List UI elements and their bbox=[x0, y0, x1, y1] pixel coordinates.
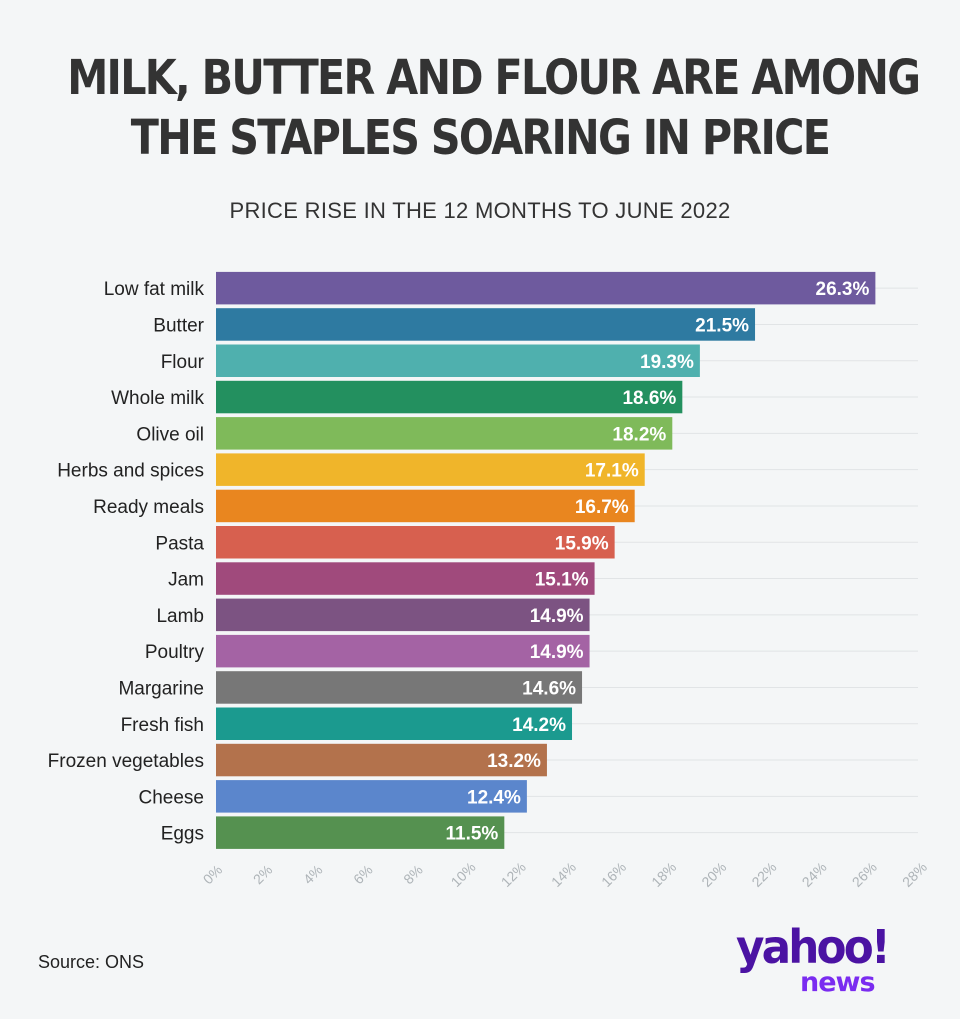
yahoo-wordmark: yahoo! bbox=[736, 920, 891, 974]
x-tick-label: 6% bbox=[350, 862, 376, 888]
x-tick-label: 20% bbox=[698, 859, 729, 890]
data-label: 26.3% bbox=[816, 279, 870, 300]
data-label: 11.5% bbox=[445, 824, 498, 845]
bar bbox=[216, 271, 876, 305]
x-tick-label: 22% bbox=[748, 859, 779, 890]
data-label: 18.2% bbox=[612, 424, 666, 445]
category-label: Pasta bbox=[155, 533, 204, 554]
category-label: Olive oil bbox=[136, 424, 204, 445]
chart-subtitle: PRICE RISE IN THE 12 MONTHS TO JUNE 2022 bbox=[229, 198, 731, 223]
data-label: 15.9% bbox=[555, 533, 609, 554]
x-tick-label: 14% bbox=[548, 859, 579, 890]
x-tick-label: 16% bbox=[598, 859, 629, 890]
data-label: 15.1% bbox=[535, 570, 589, 591]
x-tick-label: 18% bbox=[648, 859, 679, 890]
yahoo-news-logo: yahoo! news bbox=[736, 924, 926, 1004]
category-label: Herbs and spices bbox=[57, 461, 204, 482]
bar bbox=[216, 743, 547, 777]
bar bbox=[216, 562, 595, 595]
bar bbox=[216, 634, 590, 668]
data-label: 14.9% bbox=[530, 642, 584, 663]
x-tick-label: 4% bbox=[300, 862, 326, 888]
data-label: 14.2% bbox=[512, 715, 566, 736]
bar bbox=[216, 526, 615, 559]
data-label: 21.5% bbox=[695, 315, 749, 336]
category-label: Butter bbox=[153, 315, 204, 336]
category-label: Poultry bbox=[145, 642, 205, 663]
category-label: Low fat milk bbox=[104, 279, 205, 300]
data-label: 12.4% bbox=[467, 787, 521, 808]
bar bbox=[216, 380, 683, 414]
category-label: Ready meals bbox=[93, 497, 204, 518]
category-label: Margarine bbox=[118, 678, 204, 699]
data-label: 18.6% bbox=[622, 388, 676, 409]
x-tick-label: 12% bbox=[498, 859, 529, 890]
chart-title-line-1: MILK, BUTTER AND FLOUR ARE AMONG bbox=[67, 50, 921, 106]
category-label: Whole milk bbox=[111, 388, 204, 409]
category-label: Frozen vegetables bbox=[48, 751, 204, 772]
x-tick-label: 26% bbox=[849, 859, 880, 890]
news-wordmark: news bbox=[800, 967, 876, 998]
bar bbox=[216, 707, 573, 740]
chart-title-line-2: THE STAPLES SOARING IN PRICE bbox=[130, 110, 831, 166]
bar bbox=[216, 489, 635, 523]
x-tick-label: 24% bbox=[799, 859, 830, 890]
data-label: 14.9% bbox=[530, 606, 584, 627]
category-label: Fresh fish bbox=[121, 715, 204, 736]
category-label: Eggs bbox=[161, 824, 204, 845]
chart-title: MILK, BUTTER AND FLOUR ARE AMONG THE STA… bbox=[67, 48, 921, 168]
x-tick-label: 2% bbox=[250, 862, 276, 888]
category-label: Cheese bbox=[139, 787, 205, 808]
data-label: 16.7% bbox=[575, 497, 629, 518]
bar bbox=[216, 816, 505, 849]
data-label: 13.2% bbox=[487, 751, 541, 772]
category-label: Jam bbox=[168, 570, 204, 591]
bar bbox=[216, 671, 583, 704]
bar bbox=[216, 344, 700, 377]
x-tick-label: 0% bbox=[200, 862, 226, 888]
bar bbox=[216, 453, 645, 486]
data-label: 17.1% bbox=[585, 461, 639, 482]
x-tick-label: 8% bbox=[400, 862, 426, 888]
x-tick-label: 28% bbox=[899, 859, 930, 890]
bar bbox=[216, 417, 673, 450]
x-tick-label: 10% bbox=[448, 859, 479, 890]
data-label: 19.3% bbox=[640, 352, 694, 373]
source-note: Source: ONS bbox=[38, 952, 145, 972]
bar bbox=[216, 780, 527, 813]
data-label: 14.6% bbox=[522, 678, 576, 699]
bar bbox=[216, 308, 756, 341]
bar bbox=[216, 598, 590, 632]
category-label: Flour bbox=[161, 352, 205, 373]
category-label: Lamb bbox=[156, 606, 204, 627]
